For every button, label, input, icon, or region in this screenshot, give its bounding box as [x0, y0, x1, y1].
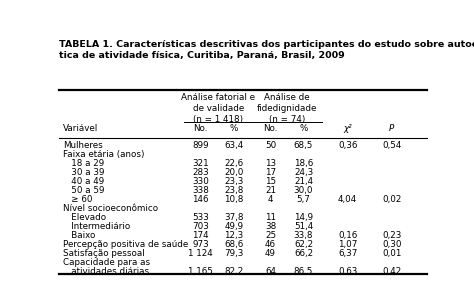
Text: Satisfação pessoal: Satisfação pessoal [63, 249, 145, 258]
Text: 0,63: 0,63 [338, 267, 357, 276]
Text: 18,6: 18,6 [294, 159, 313, 168]
Text: 50: 50 [265, 141, 276, 150]
Text: 62,2: 62,2 [294, 240, 313, 249]
Text: 330: 330 [192, 177, 209, 186]
Text: Capacidade para as: Capacidade para as [63, 258, 150, 267]
Text: 283: 283 [192, 168, 209, 177]
Text: 703: 703 [192, 222, 209, 231]
Text: Faixa etária (anos): Faixa etária (anos) [63, 150, 145, 159]
Text: 0,42: 0,42 [382, 267, 401, 276]
Text: 899: 899 [192, 141, 209, 150]
Text: 46: 46 [265, 240, 276, 249]
Text: Variável: Variável [63, 124, 98, 133]
Text: Análise fatorial e
de validade
(n = 1 418): Análise fatorial e de validade (n = 1 41… [181, 93, 255, 125]
Text: 21,4: 21,4 [294, 177, 313, 186]
Text: Baixo: Baixo [63, 231, 95, 240]
Text: 321: 321 [192, 159, 209, 168]
Text: 4,04: 4,04 [338, 195, 357, 204]
Text: 64: 64 [265, 267, 276, 276]
Text: No.: No. [263, 124, 278, 133]
Text: 21: 21 [265, 186, 276, 195]
Text: Análise de
fidedignidade
(n = 74): Análise de fidedignidade (n = 74) [257, 93, 317, 125]
Text: 12,3: 12,3 [224, 231, 243, 240]
Text: 0,16: 0,16 [338, 231, 357, 240]
Text: 11: 11 [265, 213, 276, 222]
Text: 30 a 39: 30 a 39 [63, 168, 104, 177]
Text: 1 124: 1 124 [188, 249, 213, 258]
Text: %: % [229, 124, 238, 133]
Text: 50 a 59: 50 a 59 [63, 186, 104, 195]
Text: 24,3: 24,3 [294, 168, 313, 177]
Text: 68,5: 68,5 [294, 141, 313, 150]
Text: 66,2: 66,2 [294, 249, 313, 258]
Text: 5,7: 5,7 [297, 195, 310, 204]
Text: Nível socioeconômico: Nível socioeconômico [63, 204, 158, 213]
Text: 1,07: 1,07 [338, 240, 357, 249]
Text: 49,9: 49,9 [224, 222, 243, 231]
Text: 49: 49 [265, 249, 276, 258]
Text: 0,02: 0,02 [382, 195, 401, 204]
Text: 23,3: 23,3 [224, 177, 244, 186]
Text: 1 165: 1 165 [188, 267, 213, 276]
Text: 0,36: 0,36 [338, 141, 357, 150]
Text: 25: 25 [265, 231, 276, 240]
Text: 973: 973 [192, 240, 209, 249]
Text: 4: 4 [268, 195, 273, 204]
Text: ≥ 60: ≥ 60 [63, 195, 92, 204]
Text: 6,37: 6,37 [338, 249, 357, 258]
Text: Intermediário: Intermediário [63, 222, 130, 231]
Text: No.: No. [193, 124, 208, 133]
Text: 174: 174 [192, 231, 209, 240]
Text: 40 a 49: 40 a 49 [63, 177, 104, 186]
Text: TABELA 1. Características descritivas dos participantes do estudo sobre autoefic: TABELA 1. Características descritivas do… [59, 40, 474, 60]
Text: 533: 533 [192, 213, 209, 222]
Text: 38: 38 [265, 222, 276, 231]
Text: 13: 13 [265, 159, 276, 168]
Text: 37,8: 37,8 [224, 213, 244, 222]
Text: 82,2: 82,2 [224, 267, 243, 276]
Text: 33,8: 33,8 [294, 231, 313, 240]
Text: 51,4: 51,4 [294, 222, 313, 231]
Text: 86,5: 86,5 [294, 267, 313, 276]
Text: 146: 146 [192, 195, 209, 204]
Text: 15: 15 [265, 177, 276, 186]
Text: 79,3: 79,3 [224, 249, 244, 258]
Text: Elevado: Elevado [63, 213, 106, 222]
Text: 10,8: 10,8 [224, 195, 244, 204]
Text: 23,8: 23,8 [224, 186, 244, 195]
Text: χ²: χ² [343, 124, 352, 133]
Text: 0,30: 0,30 [382, 240, 401, 249]
Text: 22,6: 22,6 [224, 159, 243, 168]
Text: 0,01: 0,01 [382, 249, 401, 258]
Text: Percepção positiva de saúde: Percepção positiva de saúde [63, 240, 188, 249]
Text: 338: 338 [192, 186, 209, 195]
Text: 68,6: 68,6 [224, 240, 243, 249]
Text: atividades diárias: atividades diárias [63, 267, 149, 276]
Text: Mulheres: Mulheres [63, 141, 103, 150]
Text: 63,4: 63,4 [224, 141, 243, 150]
Text: %: % [300, 124, 308, 133]
Text: 0,54: 0,54 [382, 141, 401, 150]
Text: 30,0: 30,0 [294, 186, 313, 195]
Text: 0,23: 0,23 [382, 231, 401, 240]
Text: P: P [389, 124, 394, 133]
Text: 18 a 29: 18 a 29 [63, 159, 104, 168]
Text: 14,9: 14,9 [294, 213, 313, 222]
Text: 17: 17 [265, 168, 276, 177]
Text: 20,0: 20,0 [224, 168, 244, 177]
